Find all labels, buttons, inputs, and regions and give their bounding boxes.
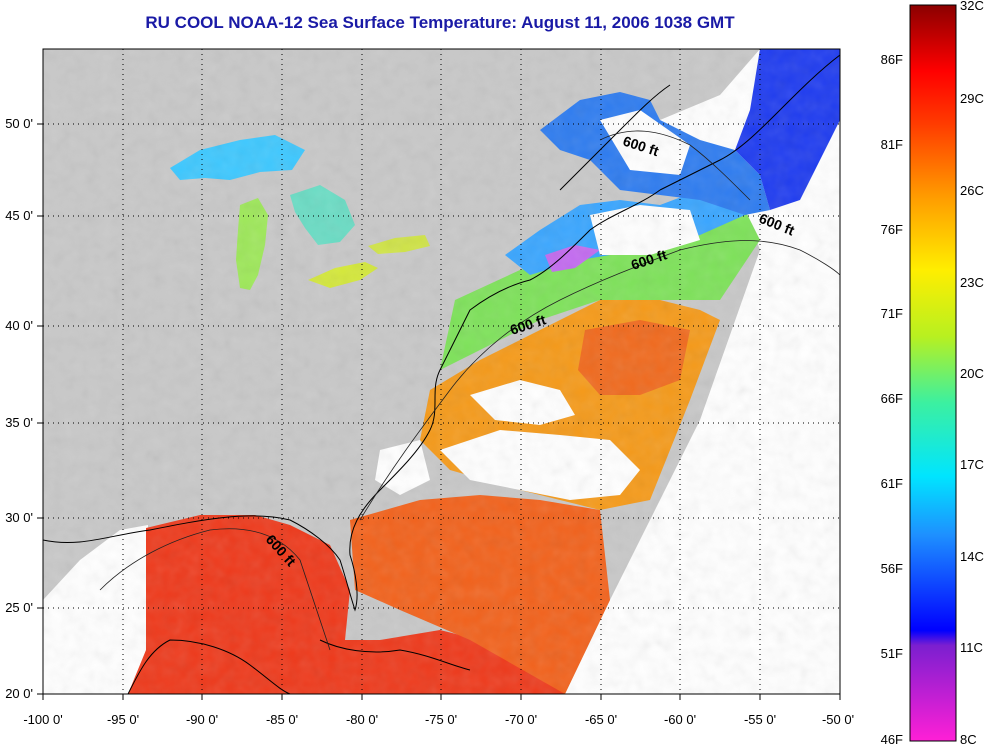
colorbar-f-label: 81F [881,137,903,152]
colorbar-c-label: 32C [960,0,984,13]
map-title: RU COOL NOAA-12 Sea Surface Temperature:… [145,13,735,32]
lon-label: -50 0' [822,712,854,727]
depth-contours [99,130,840,651]
texture-overlay [43,49,840,694]
colorbar-f-label: 51F [881,646,903,661]
colorbar-f-label: 61F [881,476,903,491]
colorbar-f-label: 46F [881,732,903,747]
colorbar-gradient [909,4,957,742]
colorbar-c-label: 26C [960,183,984,198]
lon-labels: -100 0' -95 0' -90 0' -85 0' -80 0' -75 … [23,712,854,727]
colorbar-c-label: 20C [960,366,984,381]
colorbar-c-label: 14C [960,549,984,564]
lon-label: -60 0' [664,712,696,727]
lon-label: -55 0' [744,712,776,727]
colorbar: 86F 81F 76F 71F 66F 61F 56F 51F 46F 32C … [881,0,984,747]
lon-label: -75 0' [425,712,457,727]
colorbar-c-label: 17C [960,457,984,472]
coastlines [43,54,840,694]
lat-label: 35 0' [5,415,33,430]
axis-ticks [37,123,841,700]
colorbar-f-label: 71F [881,306,903,321]
lon-label: -65 0' [585,712,617,727]
colorbar-f-label: 56F [881,561,903,576]
colorbar-c-label: 11C [960,640,983,655]
colorbar-c-label: 23C [960,275,984,290]
lat-label: 40 0' [5,318,33,333]
map-area: 600 ft 600 ft 600 ft 600 ft 600 ft [43,49,840,694]
colorbar-f-label: 86F [881,52,903,67]
lat-label: 20 0' [5,686,33,701]
lon-label: -100 0' [23,712,62,727]
lat-label: 25 0' [5,600,33,615]
lon-label: -90 0' [186,712,218,727]
lon-label: -80 0' [346,712,378,727]
colorbar-c-label: 29C [960,91,984,106]
lon-label: -85 0' [266,712,298,727]
lat-label: 45 0' [5,208,33,223]
colorbar-f-label: 76F [881,222,903,237]
lon-label: -95 0' [107,712,139,727]
lat-label: 30 0' [5,510,33,525]
colorbar-c-label: 8C [960,732,977,747]
lat-label: 50 0' [5,116,33,131]
lon-label: -70 0' [505,712,537,727]
colorbar-f-label: 66F [881,391,903,406]
lat-labels: 50 0' 45 0' 40 0' 35 0' 30 0' 25 0' 20 0… [5,116,33,701]
